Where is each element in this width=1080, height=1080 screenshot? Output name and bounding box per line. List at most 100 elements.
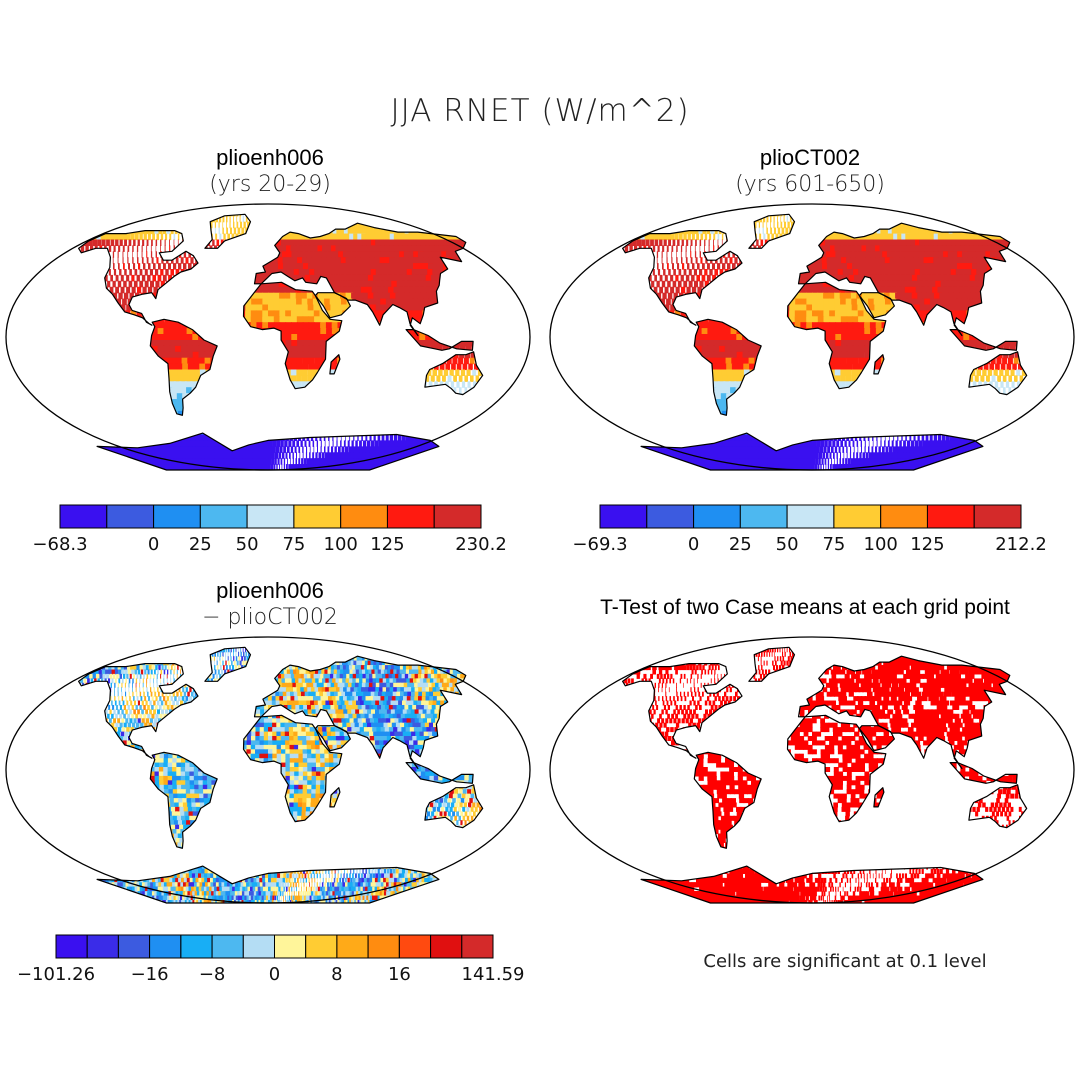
panel-subtitle-top-right: (yrs 601-650) (735, 172, 885, 197)
coastline-madagascar-bottom-left (329, 787, 341, 808)
colorbar-1-tick: −68.3 (32, 534, 87, 555)
colorbar-1-swatch (246, 504, 295, 529)
colorbar-3: −101.26 −16 −8 0 8 16 141.59 (17, 934, 525, 985)
colorbar-2-swatch (693, 504, 741, 529)
colorbar-1-swatch (340, 504, 389, 529)
colorbar-3-tick: −101.26 (17, 964, 95, 985)
map-border-top-left (5, 203, 531, 471)
colorbar-2: −69.3 0 25 50 75 100 125 212.2 (572, 504, 1047, 555)
colorbar-3-swatch (305, 934, 338, 959)
panel-title-bottom-left: plioenh006 (216, 578, 324, 603)
coastline-madagascar-bottom-right (873, 787, 885, 808)
coastline-north-america-top-left (78, 230, 199, 326)
colorbar-2-swatch (646, 504, 695, 529)
colorbar-2-tick: 50 (776, 534, 799, 555)
colorbar-2-tick: 0 (688, 534, 699, 555)
colorbar-3-swatch (274, 934, 307, 959)
colorbar-3-swatch (367, 934, 400, 959)
colorbar-1-tick: 0 (148, 534, 159, 555)
colorbar-3-swatch (398, 934, 432, 959)
colorbar-3-swatch (211, 934, 244, 959)
panel-title-top-right: plioCT002 (759, 145, 861, 170)
coastline-arabia-bottom-left (314, 725, 351, 752)
coastline-arabia-bottom-right (858, 725, 895, 752)
coastline-greenland-bottom-right (748, 646, 796, 682)
colorbar-1-tick: 230.2 (455, 534, 507, 555)
colorbar-3-tick: −16 (131, 964, 169, 985)
coastline-indonesia-bottom-left (405, 762, 474, 784)
map-border-top-right (549, 203, 1075, 471)
coastline-eurasia-bottom-right (797, 655, 1011, 770)
coastline-south-america-bottom-right (693, 751, 762, 849)
map-panel-bottom-right (549, 636, 1075, 904)
coastline-south-america-top-right (693, 318, 762, 416)
map-border-bottom-left (5, 636, 531, 904)
colorbar-3-swatch (180, 934, 213, 959)
coastline-north-america-bottom-left (78, 663, 199, 759)
colorbar-1-tick: 100 (324, 534, 358, 555)
coastline-south-america-top-left (149, 318, 218, 416)
colorbar-2-swatch (739, 504, 788, 529)
coastline-australia-top-right (968, 351, 1028, 396)
significance-note: Cells are significant at 0.1 level (703, 951, 987, 972)
coastline-indonesia-top-right (949, 329, 1018, 351)
coastline-indonesia-bottom-right (949, 762, 1018, 784)
colorbar-1-tick: 75 (282, 534, 305, 555)
panel-subtitle-bottom-left: − plioCT002 (202, 605, 338, 630)
colorbar-2-tick: −69.3 (572, 534, 627, 555)
colorbar-3-swatch (242, 934, 276, 959)
coastline-australia-top-left (424, 351, 484, 396)
colorbar-2-tick: 75 (822, 534, 845, 555)
colorbar-2-tick: 25 (729, 534, 752, 555)
coastline-greenland-top-left (204, 213, 252, 249)
colorbar-2-swatch (880, 504, 929, 529)
coastline-madagascar-top-left (329, 354, 341, 375)
colorbar-1-tick: 125 (370, 534, 404, 555)
panel-title-top-left: plioenh006 (216, 145, 324, 170)
colorbar-1-tick: 25 (189, 534, 212, 555)
colorbar-3-tick: 8 (331, 964, 342, 985)
coastline-australia-bottom-right (968, 784, 1028, 829)
coastline-antarctica-top-right (640, 432, 984, 471)
coastline-australia-bottom-left (424, 784, 484, 829)
colorbar-2-swatch (926, 504, 975, 529)
colorbar-3-swatch (149, 934, 182, 959)
map-panel-top-right (549, 203, 1075, 471)
colorbar-3-swatch (336, 934, 369, 959)
colorbar-1-swatch (293, 504, 342, 529)
colorbar-3-swatch (461, 934, 494, 959)
coastline-africa-bottom-right (786, 714, 887, 823)
coastline-north-america-top-right (622, 230, 743, 326)
colorbar-2-swatch (599, 504, 648, 529)
colorbar-3-swatch (430, 934, 463, 959)
main-title: JJA RNET (W/m^2) (390, 93, 690, 129)
colorbar-1: −68.3 0 25 50 75 100 125 230.2 (32, 504, 507, 555)
colorbar-2-swatch (973, 504, 1022, 529)
colorbar-3-swatch (55, 934, 88, 959)
colorbar-1-swatch (386, 504, 435, 529)
panel-title-bottom-right: T-Test of two Case means at each grid po… (600, 596, 1010, 619)
colorbar-3-swatch (86, 934, 119, 959)
colorbar-3-tick: −8 (199, 964, 226, 985)
colorbar-2-swatch (786, 504, 835, 529)
colorbar-3-swatch (117, 934, 151, 959)
coastline-indonesia-top-left (405, 329, 474, 351)
colorbar-1-swatch (199, 504, 248, 529)
coastline-antarctica-bottom-left (96, 865, 440, 904)
colorbar-2-swatch (833, 504, 882, 529)
colorbar-3-tick: 141.59 (462, 964, 525, 985)
coastline-antarctica-top-left (96, 432, 440, 471)
coastline-africa-top-left (242, 281, 343, 390)
panel-subtitle-top-left: (yrs 20-29) (209, 172, 331, 197)
coastline-north-america-bottom-right (622, 663, 743, 759)
map-panel-top-left (5, 203, 531, 471)
colorbar-3-tick: 0 (269, 964, 280, 985)
colorbar-1-swatch (59, 504, 108, 529)
map-panel-bottom-left (5, 636, 531, 904)
colorbar-2-tick: 125 (910, 534, 944, 555)
coastline-south-america-bottom-left (149, 751, 218, 849)
coastline-africa-bottom-left (242, 714, 343, 823)
colorbar-3-tick: 16 (388, 964, 411, 985)
